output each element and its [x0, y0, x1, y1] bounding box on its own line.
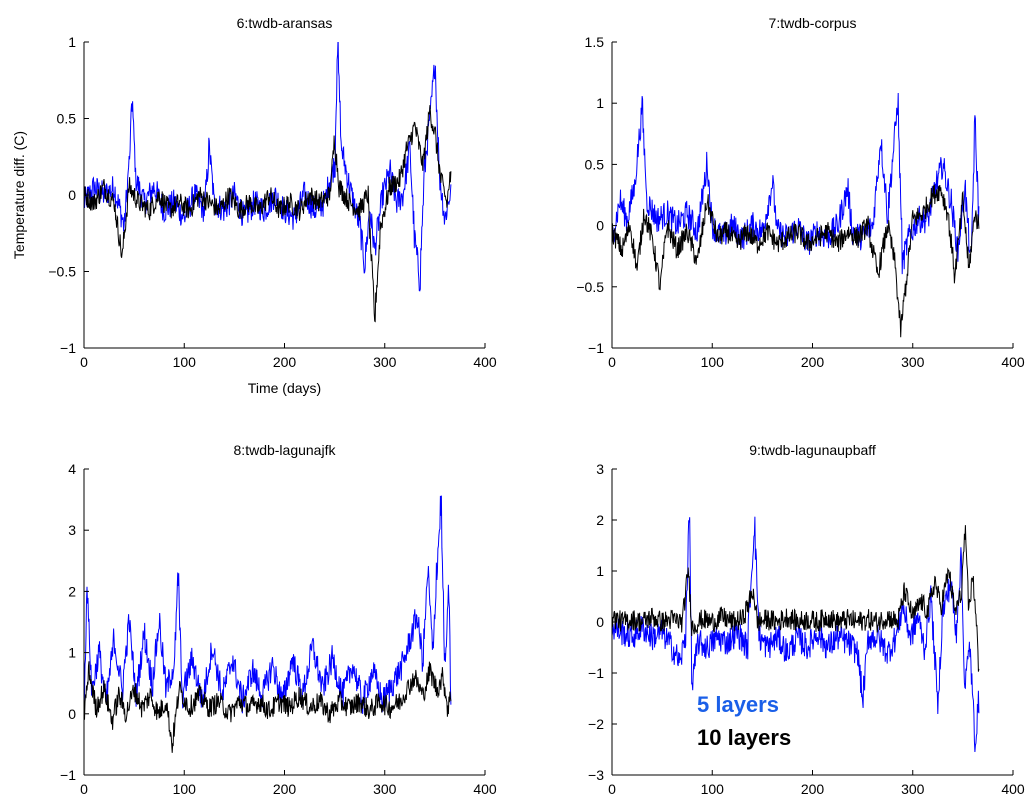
x-tick-label: 0: [80, 781, 88, 797]
y-tick-label: 3: [68, 522, 76, 538]
chart-title: 8:twdb-lagunajfk: [234, 442, 337, 458]
x-tick-label: 300: [373, 781, 397, 797]
x-tick-label: 200: [801, 354, 825, 370]
x-tick-label: 200: [273, 354, 297, 370]
x-tick-label: 0: [608, 354, 616, 370]
x-tick-label: 100: [701, 354, 725, 370]
y-tick-label: 0.5: [57, 111, 77, 127]
legend-entry: 10 layers: [697, 725, 791, 750]
chart-panel-7: 0 100 200 300 400 −1 −0.5 0 0.5 1 1.5 7:twdb-corpus: [576, 15, 1025, 370]
x-tick-label: 300: [901, 781, 925, 797]
x-axis-label: Time (days): [248, 380, 321, 396]
y-tick-label: −0.5: [576, 279, 604, 295]
chart-panel-6: 0 100 200 300 400 −1 −0.5 0 0.5 1 6:twdb-aransas Ti…: [11, 15, 497, 396]
y-tick-label: 2: [596, 512, 604, 528]
y-tick-label: 0: [68, 187, 76, 203]
x-tick-label: 100: [173, 781, 197, 797]
y-tick-label: 1: [596, 563, 604, 579]
series-line-1: [84, 105, 452, 323]
x-tick-label: 400: [473, 781, 497, 797]
y-axis-label: Temperature diff. (C): [11, 131, 27, 259]
series-line-1: [612, 525, 980, 672]
chart-title: 7:twdb-corpus: [769, 15, 857, 31]
y-tick-label: −1: [588, 665, 604, 681]
y-tick-label: 0.5: [585, 156, 605, 172]
y-tick-label: −1: [60, 340, 76, 356]
x-tick-label: 200: [801, 781, 825, 797]
y-tick-label: 0: [596, 614, 604, 630]
y-tick-label: −1: [60, 767, 76, 783]
y-tick-label: 1: [68, 645, 76, 661]
x-tick-label: 200: [273, 781, 297, 797]
x-tick-label: 0: [80, 354, 88, 370]
chart-title: 9:twdb-lagunaupbaff: [749, 442, 876, 458]
chart-title: 6:twdb-aransas: [237, 15, 333, 31]
y-tick-label: 0: [596, 218, 604, 234]
y-tick-label: 2: [68, 583, 76, 599]
series-line-0: [612, 516, 980, 753]
y-tick-label: 1.5: [585, 34, 605, 50]
x-tick-label: 400: [1001, 781, 1025, 797]
x-tick-label: 400: [473, 354, 497, 370]
y-tick-label: 1: [68, 34, 76, 50]
series-line-0: [84, 42, 452, 292]
y-tick-label: 1: [596, 95, 604, 111]
y-tick-label: −0.5: [48, 264, 76, 280]
y-tick-label: −3: [588, 767, 604, 783]
legend-entry: 5 layers: [697, 692, 779, 717]
y-tick-label: 4: [68, 461, 76, 477]
series-line-0: [84, 495, 452, 714]
x-tick-label: 100: [173, 354, 197, 370]
series-line-1: [84, 661, 452, 753]
x-tick-label: 300: [901, 354, 925, 370]
series-line-0: [612, 92, 980, 275]
series-line-1: [612, 184, 980, 338]
chart-panel-9: 0 100 200 300 400 −3 −2 −1 0 1 2 3 9:twdb-lagunaupba…: [588, 442, 1025, 797]
y-tick-label: −1: [588, 340, 604, 356]
x-tick-label: 0: [608, 781, 616, 797]
y-tick-label: −2: [588, 716, 604, 732]
y-tick-label: 0: [68, 706, 76, 722]
y-tick-label: 3: [596, 461, 604, 477]
x-tick-label: 300: [373, 354, 397, 370]
x-tick-label: 400: [1001, 354, 1025, 370]
x-tick-label: 100: [701, 781, 725, 797]
